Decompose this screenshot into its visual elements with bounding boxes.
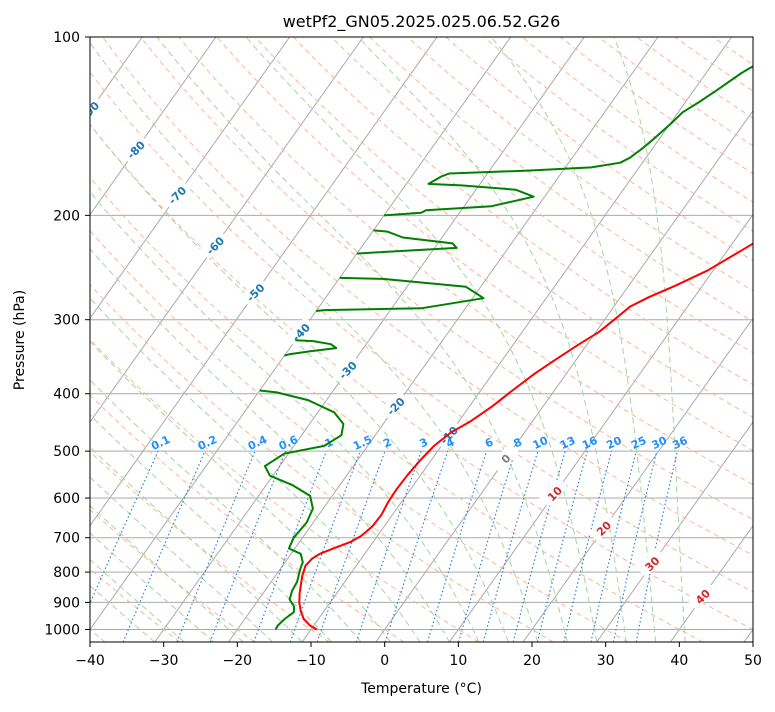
x-tick-label: 30	[597, 653, 615, 669]
x-tick-label: −30	[149, 653, 179, 669]
y-tick-label: 700	[53, 531, 80, 547]
y-tick-label: 1000	[44, 623, 80, 639]
y-tick-label: 600	[53, 491, 80, 507]
x-tick-label: 10	[449, 653, 467, 669]
x-tick-label: −40	[75, 653, 105, 669]
y-axis-label: Pressure (hPa)	[12, 290, 28, 390]
chart-title: wetPf2_GN05.2025.025.06.52.G26	[283, 12, 561, 32]
y-tick-label: 100	[53, 30, 80, 46]
x-tick-label: 20	[523, 653, 541, 669]
x-tick-label: −20	[223, 653, 253, 669]
isotherm-label-bg	[28, 57, 57, 86]
y-tick-label: 400	[53, 387, 80, 403]
y-tick-label: 200	[53, 208, 80, 224]
dry-adiabat-line	[751, 37, 775, 642]
x-tick-label: −10	[296, 653, 326, 669]
y-tick-label: 800	[53, 565, 80, 581]
x-tick-label: 40	[670, 653, 688, 669]
isotherm-label: -100	[29, 59, 58, 88]
y-tick-label: 500	[53, 444, 80, 460]
y-tick-label: 300	[53, 313, 80, 329]
x-tick-label: 0	[380, 653, 389, 669]
x-axis-label: Temperature (°C)	[360, 681, 482, 697]
isotherm-line	[0, 37, 69, 642]
plot-background	[90, 37, 753, 642]
y-tick-label: 900	[53, 595, 80, 611]
x-tick-label: 50	[744, 653, 762, 669]
